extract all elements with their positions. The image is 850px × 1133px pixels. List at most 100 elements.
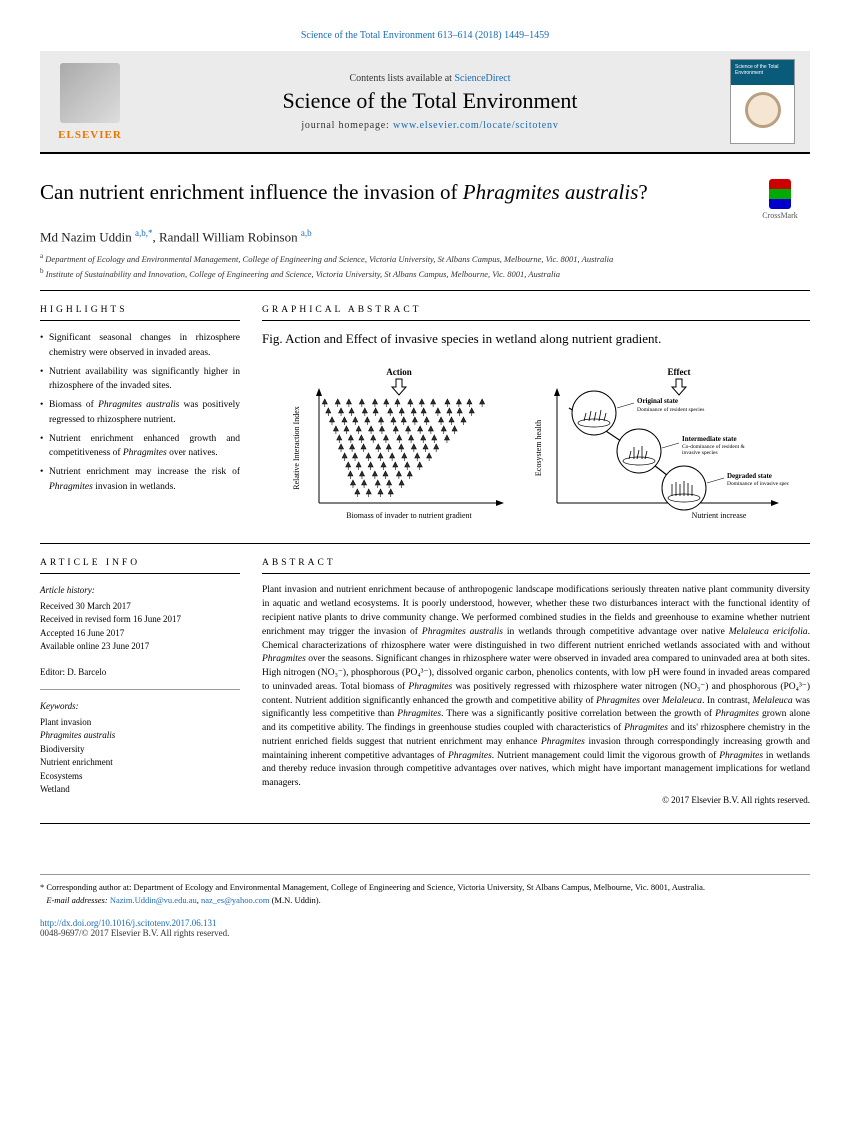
crossmark-icon bbox=[769, 179, 791, 209]
email-1[interactable]: Nazim.Uddin@vu.edu.au bbox=[110, 895, 197, 905]
author-1: Md Nazim Uddin bbox=[40, 229, 135, 244]
keywords-list: Plant invasionPhragmites australisBiodiv… bbox=[40, 716, 240, 797]
issn-copyright: 0048-9697/© 2017 Elsevier B.V. All right… bbox=[40, 928, 229, 938]
keyword: Ecosystems bbox=[40, 770, 240, 784]
doi-block: http://dx.doi.org/10.1016/j.scitotenv.20… bbox=[40, 918, 810, 938]
article-info-heading: ARTICLE INFO bbox=[40, 558, 240, 574]
contents-prefix: Contents lists available at bbox=[349, 73, 454, 84]
title-row: Can nutrient enrichment influence the in… bbox=[40, 179, 810, 220]
publisher-logo-text: ELSEVIER bbox=[50, 129, 130, 141]
email-2[interactable]: naz_es@yahoo.com bbox=[201, 895, 270, 905]
ga-caption: Fig. Action and Effect of invasive speci… bbox=[262, 331, 810, 347]
keyword: Phragmites australis bbox=[40, 729, 240, 743]
ga-left-panel: Action Relative Interaction Index Biomas… bbox=[284, 363, 514, 523]
cover-label: Science of the Total Environment bbox=[735, 64, 794, 76]
affil-b-text: Institute of Sustainability and Innovati… bbox=[46, 269, 560, 279]
email-author: (M.N. Uddin). bbox=[269, 895, 320, 905]
editor-block: Editor: D. Barcelo Keywords: Plant invas… bbox=[40, 666, 240, 797]
affiliations: a Department of Ecology and Environmenta… bbox=[40, 251, 810, 291]
copyright-line: © 2017 Elsevier B.V. All rights reserved… bbox=[262, 795, 810, 805]
contents-available: Contents lists available at ScienceDirec… bbox=[140, 73, 720, 84]
info-abstract-row: ARTICLE INFO Article history: Received 3… bbox=[40, 558, 810, 824]
homepage-link[interactable]: www.elsevier.com/locate/scitotenv bbox=[393, 120, 559, 131]
author-2-affil: a,b bbox=[301, 228, 312, 238]
graphical-abstract-column: GRAPHICAL ABSTRACT Fig. Action and Effec… bbox=[262, 305, 810, 529]
keyword: Plant invasion bbox=[40, 716, 240, 730]
publisher-logo-block: ELSEVIER bbox=[50, 63, 130, 141]
crossmark-label: CrossMark bbox=[762, 211, 798, 220]
ga-figure: Action Relative Interaction Index Biomas… bbox=[262, 357, 810, 529]
ga-action-label: Action bbox=[386, 367, 412, 377]
journal-homepage: journal homepage: www.elsevier.com/locat… bbox=[140, 120, 720, 131]
state1-sub: Dominance of resident species bbox=[637, 406, 704, 413]
elsevier-tree-icon bbox=[60, 63, 120, 123]
authors-line: Md Nazim Uddin a,b,*, Randall William Ro… bbox=[40, 228, 810, 245]
highlights-ga-row: HIGHLIGHTS Significant seasonal changes … bbox=[40, 305, 810, 544]
abstract-heading: ABSTRACT bbox=[262, 558, 810, 574]
highlights-list: Significant seasonal changes in rhizosph… bbox=[40, 331, 240, 494]
state3-sub: Dominance of invasive species bbox=[727, 480, 789, 487]
ga-left-xlabel: Biomass of invader to nutrient gradient bbox=[346, 511, 472, 520]
down-arrow-icon bbox=[672, 379, 686, 395]
ga-right-ylabel: Ecosystem health bbox=[534, 420, 543, 476]
online-date: Available online 23 June 2017 bbox=[40, 640, 240, 654]
author-1-affil: a,b,* bbox=[135, 228, 153, 238]
author-2: Randall William Robinson bbox=[159, 229, 301, 244]
affiliation-a: a Department of Ecology and Environmenta… bbox=[40, 251, 810, 266]
highlight-item: Nutrient enrichment enhanced growth and … bbox=[40, 432, 240, 461]
scatter-trees bbox=[322, 399, 484, 497]
highlight-item: Nutrient availability was significantly … bbox=[40, 365, 240, 394]
journal-cover: Science of the Total Environment bbox=[730, 59, 800, 144]
article-info-column: ARTICLE INFO Article history: Received 3… bbox=[40, 558, 240, 809]
corresponding-note: * Corresponding author at: Department of… bbox=[40, 881, 810, 894]
footnotes: * Corresponding author at: Department of… bbox=[40, 874, 810, 907]
affil-a-text: Department of Ecology and Environmental … bbox=[45, 254, 613, 264]
highlight-item: Significant seasonal changes in rhizosph… bbox=[40, 331, 240, 360]
highlight-item: Biomass of Phragmites australis was posi… bbox=[40, 398, 240, 427]
affiliation-b: b Institute of Sustainability and Innova… bbox=[40, 266, 810, 281]
state3-title: Degraded state bbox=[727, 472, 772, 480]
accepted-date: Accepted 16 June 2017 bbox=[40, 627, 240, 641]
homepage-prefix: journal homepage: bbox=[301, 120, 393, 131]
state2-sub-1: Co-dominance of resident & bbox=[682, 443, 745, 450]
state1-title: Original state bbox=[637, 397, 678, 405]
keywords-label: Keywords: bbox=[40, 700, 240, 714]
abstract-text: Plant invasion and nutrient enrichment b… bbox=[262, 584, 810, 790]
abstract-column: ABSTRACT Plant invasion and nutrient enr… bbox=[262, 558, 810, 809]
state2-sub-2: invasive species bbox=[682, 450, 718, 456]
title-post: ? bbox=[638, 180, 647, 204]
keyword: Nutrient enrichment bbox=[40, 756, 240, 770]
article-title: Can nutrient enrichment influence the in… bbox=[40, 179, 735, 206]
revised-date: Received in revised form 16 June 2017 bbox=[40, 613, 240, 627]
crossmark-widget[interactable]: CrossMark bbox=[750, 179, 810, 220]
citation-line: Science of the Total Environment 613–614… bbox=[40, 30, 810, 41]
highlights-heading: HIGHLIGHTS bbox=[40, 305, 240, 321]
ga-left-ylabel: Relative Interaction Index bbox=[292, 407, 301, 491]
received-date: Received 30 March 2017 bbox=[40, 600, 240, 614]
cover-thumbnail: Science of the Total Environment bbox=[730, 59, 795, 144]
ga-right-xlabel: Nutrient increase bbox=[691, 511, 746, 520]
title-species: Phragmites australis bbox=[463, 180, 639, 204]
ga-right-panel: Effect Ecosystem health Nutrient increas… bbox=[529, 363, 789, 523]
ga-heading: GRAPHICAL ABSTRACT bbox=[262, 305, 810, 321]
history-label: Article history: bbox=[40, 584, 240, 598]
email-label: E-mail addresses: bbox=[46, 895, 109, 905]
journal-info: Contents lists available at ScienceDirec… bbox=[140, 73, 720, 131]
sciencedirect-link[interactable]: ScienceDirect bbox=[454, 73, 510, 84]
title-pre: Can nutrient enrichment influence the in… bbox=[40, 180, 463, 204]
highlight-item: Nutrient enrichment may increase the ris… bbox=[40, 465, 240, 494]
state2-title: Intermediate state bbox=[682, 435, 737, 443]
highlights-column: HIGHLIGHTS Significant seasonal changes … bbox=[40, 305, 240, 529]
journal-title: Science of the Total Environment bbox=[140, 88, 720, 114]
keyword: Wetland bbox=[40, 783, 240, 797]
corresponding-text: Corresponding author at: Department of E… bbox=[46, 882, 705, 892]
doi-link[interactable]: http://dx.doi.org/10.1016/j.scitotenv.20… bbox=[40, 918, 217, 928]
editor-name: D. Barcelo bbox=[67, 667, 106, 677]
editor-label: Editor: bbox=[40, 667, 67, 677]
keyword: Biodiversity bbox=[40, 743, 240, 757]
down-arrow-icon bbox=[392, 379, 406, 395]
journal-header: ELSEVIER Contents lists available at Sci… bbox=[40, 51, 810, 154]
article-history: Article history: Received 30 March 2017 … bbox=[40, 584, 240, 654]
email-line: E-mail addresses: Nazim.Uddin@vu.edu.au,… bbox=[40, 894, 810, 907]
ga-effect-label: Effect bbox=[667, 367, 690, 377]
